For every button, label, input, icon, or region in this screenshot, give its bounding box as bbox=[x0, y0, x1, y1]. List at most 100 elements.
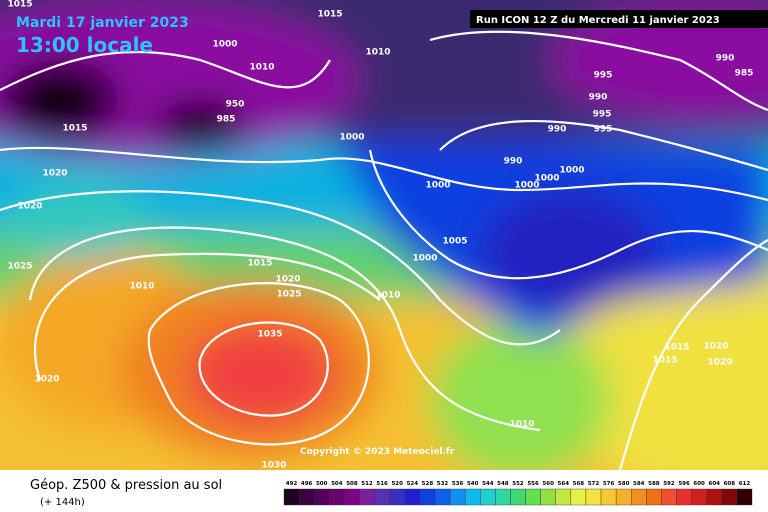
isobar-label: 995 bbox=[593, 110, 612, 120]
isobar-labels: 1015 1015 1000 1010 1010 950 985 1015 1000 995 990… bbox=[7, 0, 753, 471]
colorbar-swatch bbox=[374, 488, 390, 506]
colorbar: 492 496 500 504 508 512 516 520 524 528 532 536 540 5… bbox=[283, 481, 753, 506]
isobar bbox=[0, 50, 331, 91]
colorbar-label: 568 bbox=[573, 481, 585, 487]
isobar-label: 1020 bbox=[707, 358, 732, 368]
colorbar-label: 496 bbox=[301, 481, 313, 487]
colorbar-label: 512 bbox=[361, 481, 373, 487]
colorbar-swatch bbox=[646, 488, 662, 506]
colorbar-swatch bbox=[631, 488, 647, 506]
colorbar-swatch bbox=[600, 488, 617, 506]
copyright: Copyright © 2023 Meteociel.fr bbox=[300, 447, 455, 457]
isobar-label: 990 bbox=[589, 93, 608, 103]
colorbar-swatch bbox=[329, 488, 345, 506]
isobar-label: 1000 bbox=[339, 133, 364, 143]
colorbar-swatch bbox=[313, 488, 330, 506]
colorbar-label: 596 bbox=[678, 481, 690, 487]
isobar-label: 1025 bbox=[7, 262, 32, 272]
isobar-label: 950 bbox=[226, 100, 245, 110]
colorbar-label: 532 bbox=[437, 481, 449, 487]
isobar-label: 1015 bbox=[247, 259, 272, 269]
colorbar-label: 536 bbox=[452, 481, 464, 487]
isobar-label: 1015 bbox=[7, 0, 32, 10]
isobar bbox=[147, 282, 370, 446]
isobar-label: 1035 bbox=[257, 330, 282, 340]
isobar-label: 990 bbox=[504, 157, 523, 167]
footer-lead: (+ 144h) bbox=[40, 497, 85, 508]
colorbar-label: 608 bbox=[724, 481, 736, 487]
colorbar-swatch bbox=[661, 488, 677, 506]
isobar-label: 1030 bbox=[261, 461, 286, 471]
isobar-label: 990 bbox=[548, 125, 567, 135]
colorbar-label: 572 bbox=[588, 481, 600, 487]
colorbar-swatch bbox=[615, 488, 632, 506]
isobar-label: 1005 bbox=[442, 237, 467, 247]
isobar-label: 1000 bbox=[212, 40, 237, 50]
colorbar-swatch bbox=[510, 488, 526, 506]
colorbar-swatch bbox=[404, 488, 421, 506]
colorbar-swatch bbox=[359, 488, 375, 506]
colorbar-swatch bbox=[480, 488, 496, 506]
isobar bbox=[33, 252, 381, 381]
isobar-label: 985 bbox=[217, 115, 236, 125]
isobar-label: 990 bbox=[716, 54, 735, 64]
colorbar-swatch bbox=[736, 488, 753, 506]
colorbar-swatch bbox=[344, 488, 360, 506]
colorbar-swatch bbox=[706, 488, 723, 506]
isobar bbox=[0, 190, 561, 346]
colorbar-label: 504 bbox=[331, 481, 343, 487]
colorbar-label: 556 bbox=[527, 481, 539, 487]
colorbar-label: 604 bbox=[709, 481, 721, 487]
isobar bbox=[618, 239, 768, 470]
isobar-label: 1025 bbox=[276, 290, 301, 300]
colorbar-label: 544 bbox=[482, 481, 494, 487]
colorbar-label: 552 bbox=[512, 481, 524, 487]
colorbar-label: 592 bbox=[663, 481, 675, 487]
colorbar-swatch bbox=[676, 488, 692, 506]
colorbar-label: 548 bbox=[497, 481, 509, 487]
isobar-label: 1010 bbox=[375, 291, 400, 301]
isobar-label: 1020 bbox=[703, 342, 728, 352]
isobar-label: 1000 bbox=[412, 254, 437, 264]
isobar-label: 1000 bbox=[534, 174, 559, 184]
colorbar-label: 580 bbox=[618, 481, 630, 487]
isobar-label: 1020 bbox=[42, 169, 67, 179]
colorbar-swatch bbox=[283, 488, 300, 506]
colorbar-swatch bbox=[495, 488, 511, 506]
isobar-label: 1010 bbox=[129, 282, 154, 292]
colorbar-label: 560 bbox=[542, 481, 554, 487]
colorbar-swatch bbox=[419, 488, 436, 506]
colorbar-label: 584 bbox=[633, 481, 645, 487]
run-box bbox=[470, 10, 768, 28]
colorbar-label: 528 bbox=[422, 481, 434, 487]
isobar-label: 1015 bbox=[62, 124, 87, 134]
colorbar-label: 600 bbox=[693, 481, 705, 487]
colorbar-label: 500 bbox=[316, 481, 328, 487]
isobar-label: 995 bbox=[594, 71, 613, 81]
isobar bbox=[439, 119, 768, 172]
isobar-label: 995 bbox=[594, 125, 613, 135]
colorbar-swatch bbox=[555, 488, 572, 506]
isobar-label: 1020 bbox=[34, 375, 59, 385]
isobar-label: 1020 bbox=[17, 202, 42, 212]
isobar-label: 1000 bbox=[514, 181, 539, 191]
isobar-label: 1010 bbox=[365, 48, 390, 58]
colorbar-swatch bbox=[389, 488, 405, 506]
colorbar-swatch bbox=[585, 488, 602, 506]
isobar-label: 1010 bbox=[509, 420, 534, 430]
colorbar-swatch bbox=[298, 488, 315, 506]
isobar-label: 1020 bbox=[275, 275, 300, 285]
colorbar-label: 540 bbox=[467, 481, 479, 487]
isobar-label: 1000 bbox=[425, 181, 450, 191]
colorbar-label: 516 bbox=[376, 481, 388, 487]
isobar-label: 1015 bbox=[317, 10, 342, 20]
footer-title: Géop. Z500 & pression au sol bbox=[30, 478, 222, 493]
date: Mardi 17 janvier 2023 bbox=[16, 15, 189, 31]
colorbar-label: 520 bbox=[391, 481, 403, 487]
isobar bbox=[0, 146, 768, 202]
colorbar-label: 612 bbox=[739, 481, 751, 487]
colorbar-label: 508 bbox=[346, 481, 358, 487]
colorbar-swatch bbox=[434, 488, 451, 506]
